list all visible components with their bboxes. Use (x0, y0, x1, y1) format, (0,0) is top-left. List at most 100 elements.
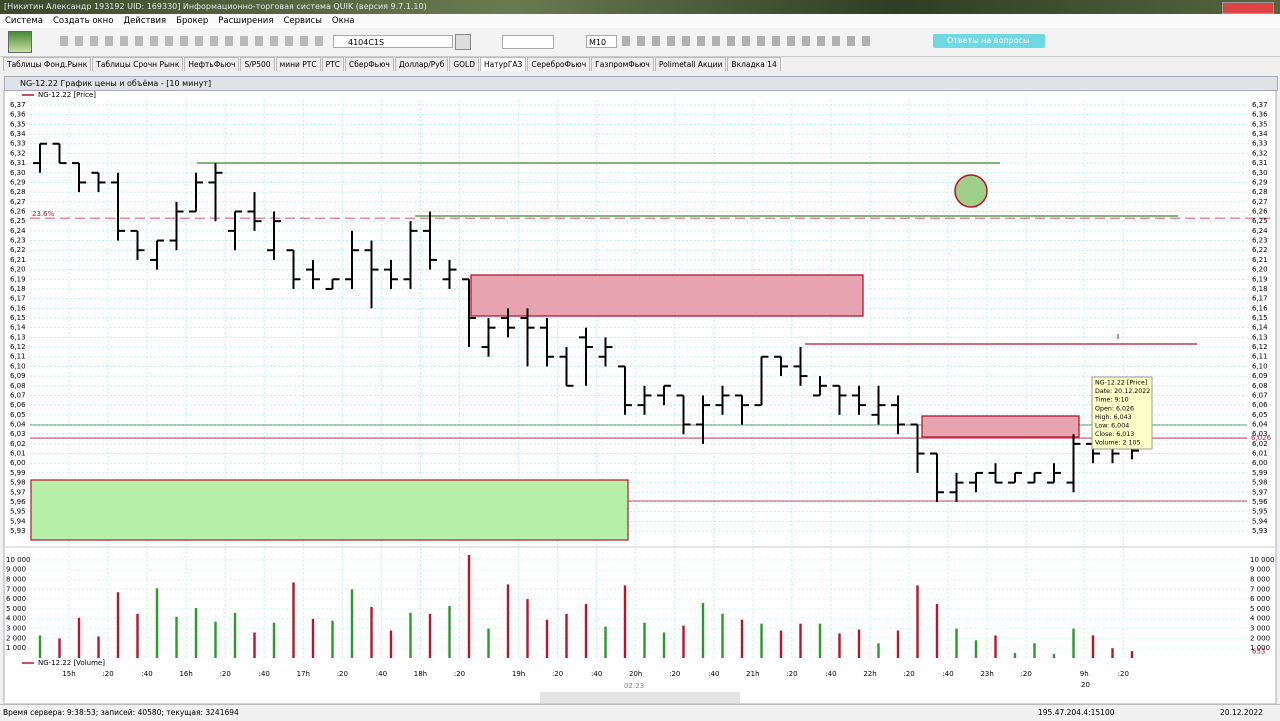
volume-bar (233, 612, 237, 658)
y-tick-label: 6,10 (10, 362, 26, 370)
y-tick-label: 6,04 (10, 421, 26, 429)
y-tick-label: 6,33 (10, 140, 26, 148)
y-tick-label: 2 000 (6, 634, 26, 642)
volume-bar (701, 603, 705, 658)
y-tick-label-right: 6,28 (1252, 188, 1268, 196)
x-tick-label: 22h (863, 670, 876, 678)
y-tick-label-right: 6,14 (1252, 324, 1268, 332)
y-tick-label: 6,23 (10, 237, 26, 245)
y-tick-label-right: 5 000 (1250, 605, 1270, 613)
zone (921, 415, 1080, 438)
y-tick-label-right: 6,15 (1252, 314, 1268, 322)
x-tick-label: :40 (376, 670, 387, 678)
legend-price: NG-12.22 [Price] (38, 91, 96, 99)
y-tick-label: 6,32 (10, 149, 26, 157)
tab[interactable]: Polimetall Акции (654, 57, 727, 71)
tab[interactable]: ГазпромФьюч (591, 57, 654, 71)
tooltip: NG-12.22 [Price]Date: 20.12.2022 Time: 9:… (1091, 376, 1153, 450)
tab[interactable]: СереброФьюч (527, 57, 591, 71)
volume-bar (253, 632, 256, 658)
player-time: 02:23 (624, 682, 645, 690)
date-label: 20 (1081, 681, 1090, 689)
y-tick-label: 10 000 (6, 556, 31, 564)
y-tick-label: 1 000 (6, 644, 26, 652)
y-tick-label-right: 6,10 (1252, 362, 1268, 370)
volume-bar (682, 625, 685, 658)
tooltip-line: Time: 9:10 (1094, 397, 1129, 404)
x-tick-label: :40 (141, 670, 152, 678)
tab[interactable]: НефтьФьюч (184, 57, 240, 71)
tool-icons[interactable] (60, 36, 330, 46)
y-tick-label-right: 5,94 (1252, 517, 1268, 525)
y-tick-label-right: 6,29 (1252, 178, 1268, 186)
tab[interactable]: НатурГАЗ (480, 57, 527, 71)
x-tick-label: :40 (825, 670, 836, 678)
menu-item[interactable]: Создать окно (52, 16, 114, 26)
y-tick-label: 6,02 (10, 440, 26, 448)
drawings (30, 162, 1247, 541)
x-tick-label: :40 (708, 670, 719, 678)
y-tick-label: 6,14 (10, 324, 26, 332)
y-tick-label-right: 7 000 (1250, 585, 1270, 593)
x-tick-label: :20 (903, 670, 914, 678)
y-tick-label-right: 6,16 (1252, 304, 1268, 312)
y-tick-label: 6,36 (10, 111, 26, 119)
tab[interactable]: GOLD (449, 57, 480, 71)
menu-item[interactable]: Система (5, 16, 43, 26)
y-tick-label-right: 6,32 (1252, 149, 1268, 157)
interval-select[interactable]: M10 (586, 35, 617, 48)
menu-item[interactable]: Действия (123, 16, 167, 26)
tab[interactable]: РТС (321, 57, 344, 71)
status-date: 20.12.2022 (1220, 708, 1263, 717)
y-tick-label: 3 000 (6, 625, 26, 633)
y-tick-label-right: 6,22 (1252, 246, 1268, 254)
volume-bar (857, 629, 861, 658)
y-tick-label-right: 6,24 (1252, 227, 1268, 235)
volume-bar (721, 613, 724, 658)
fib-label: 23.6% (32, 210, 55, 218)
server-status: Время сервера: 9:38:53; записей: 40580; … (3, 708, 239, 717)
tab[interactable]: Вкладка 14 (727, 57, 781, 71)
y-tick-label-right: 6,23 (1252, 237, 1268, 245)
instrument-select[interactable]: 4104C1S (333, 35, 453, 48)
tool-icons[interactable] (622, 36, 877, 46)
y-tick-label-right: 5,95 (1252, 508, 1268, 516)
y-tick-label: 6,17 (10, 295, 26, 303)
y-tick-label: 5 000 (6, 605, 26, 613)
connection: 195.47.204.4:15100 (1038, 708, 1115, 717)
tab[interactable]: мини РТС (275, 57, 321, 71)
volume-bar (155, 588, 159, 658)
instrument-button[interactable] (455, 34, 471, 50)
search-box[interactable] (502, 35, 554, 49)
volume-bar (1130, 651, 1134, 658)
menu-item[interactable]: Расширения (218, 16, 274, 26)
tab[interactable]: СберФьюч (344, 57, 394, 71)
y-tick-label-right: 6,18 (1252, 285, 1268, 293)
y-tick-label-right: 6,20 (1252, 266, 1268, 274)
y-tick-label-right: 5,93 (1252, 527, 1268, 535)
help-button[interactable]: Ответы на вопросы (933, 34, 1045, 48)
tab[interactable]: S/P500 (240, 57, 275, 71)
x-tick-label: :40 (259, 670, 270, 678)
volume-bar (760, 623, 763, 658)
y-tick-label: 6,25 (10, 217, 26, 225)
menu-item[interactable]: Окна (331, 16, 355, 26)
player-controls[interactable]: 02:23 (540, 682, 740, 704)
volume-bar (487, 628, 490, 658)
tab[interactable]: Таблицы Срочн Рынк (92, 57, 184, 71)
volume-bar (38, 635, 42, 658)
status-bar: Время сервера: 9:38:53; записей: 40580; … (0, 704, 1280, 721)
app-icon[interactable] (8, 31, 32, 53)
tab[interactable]: Таблицы Фонд.Рынк (3, 57, 92, 71)
x-tick-label: :40 (591, 670, 602, 678)
volume-bar (740, 619, 744, 658)
window-controls[interactable] (1222, 2, 1274, 14)
y-tick-label-right: 6,31 (1252, 159, 1268, 167)
x-tick-label: :20 (1021, 670, 1032, 678)
y-tick-label: 6,31 (10, 159, 26, 167)
menu-item[interactable]: Брокер (176, 16, 209, 26)
menu-item[interactable]: Сервисы (283, 16, 322, 26)
volume-bar (994, 635, 997, 658)
tab[interactable]: Доллар/Руб (394, 57, 449, 71)
